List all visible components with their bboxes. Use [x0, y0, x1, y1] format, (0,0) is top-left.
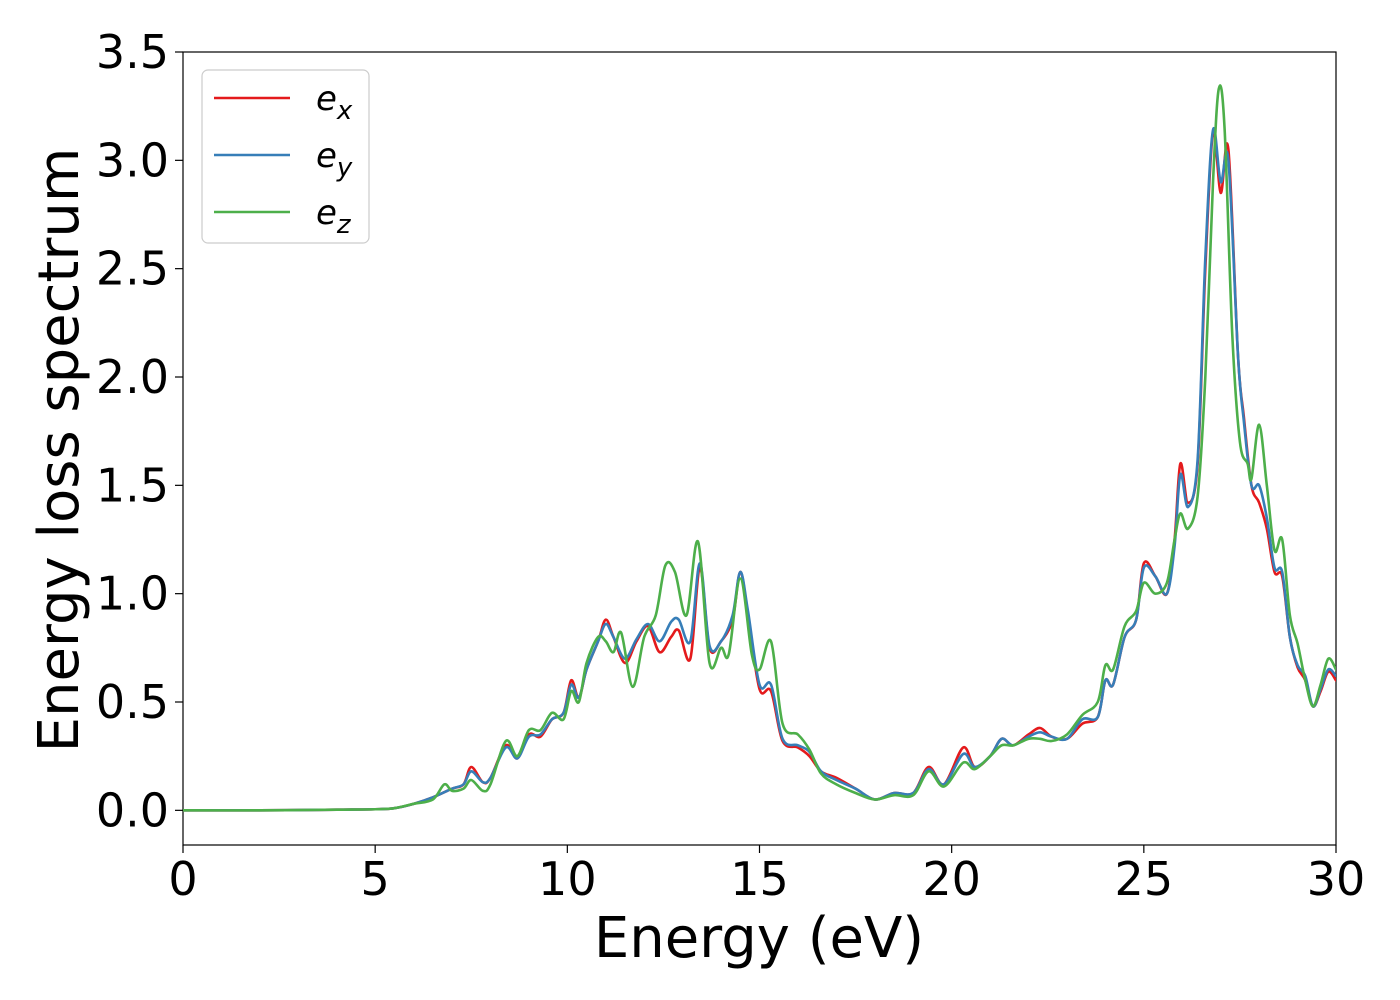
- x-tick-label: 30: [1307, 852, 1366, 906]
- legend-frame: [201, 69, 370, 244]
- y-tick-label: 0.0: [96, 783, 169, 837]
- y-tick-label: 1.0: [96, 567, 169, 621]
- x-tick-label: 15: [730, 852, 789, 906]
- legend-label: ez: [316, 193, 352, 240]
- series-line-ez: [183, 84, 1336, 812]
- x-axis-label: Energy (eV): [594, 906, 924, 971]
- x-tick-label: 20: [922, 852, 981, 906]
- legend-label: ex: [316, 79, 353, 126]
- y-tick-label: 1.5: [96, 458, 169, 512]
- series-lines: [183, 84, 1336, 812]
- legend: ex ey ez: [201, 69, 370, 244]
- x-tick-label: 25: [1115, 852, 1174, 906]
- legend-label: ey: [316, 136, 353, 183]
- y-axis-ticks: 0.0 0.5 1.0 1.5 2.0 2.5 3.0 3.5: [96, 25, 183, 837]
- y-tick-label: 0.5: [96, 675, 169, 729]
- y-tick-label: 3.5: [96, 25, 169, 79]
- y-tick-label: 3.0: [96, 133, 169, 187]
- x-tick-label: 10: [538, 852, 597, 906]
- y-axis-label: Energy loss spectrum: [27, 148, 92, 753]
- y-tick-label: 2.0: [96, 350, 169, 404]
- x-tick-label: 0: [168, 852, 197, 906]
- x-tick-label: 5: [361, 852, 390, 906]
- x-axis-ticks: 0 5 10 15 20 25 30: [168, 845, 1365, 906]
- y-tick-label: 2.5: [96, 242, 169, 296]
